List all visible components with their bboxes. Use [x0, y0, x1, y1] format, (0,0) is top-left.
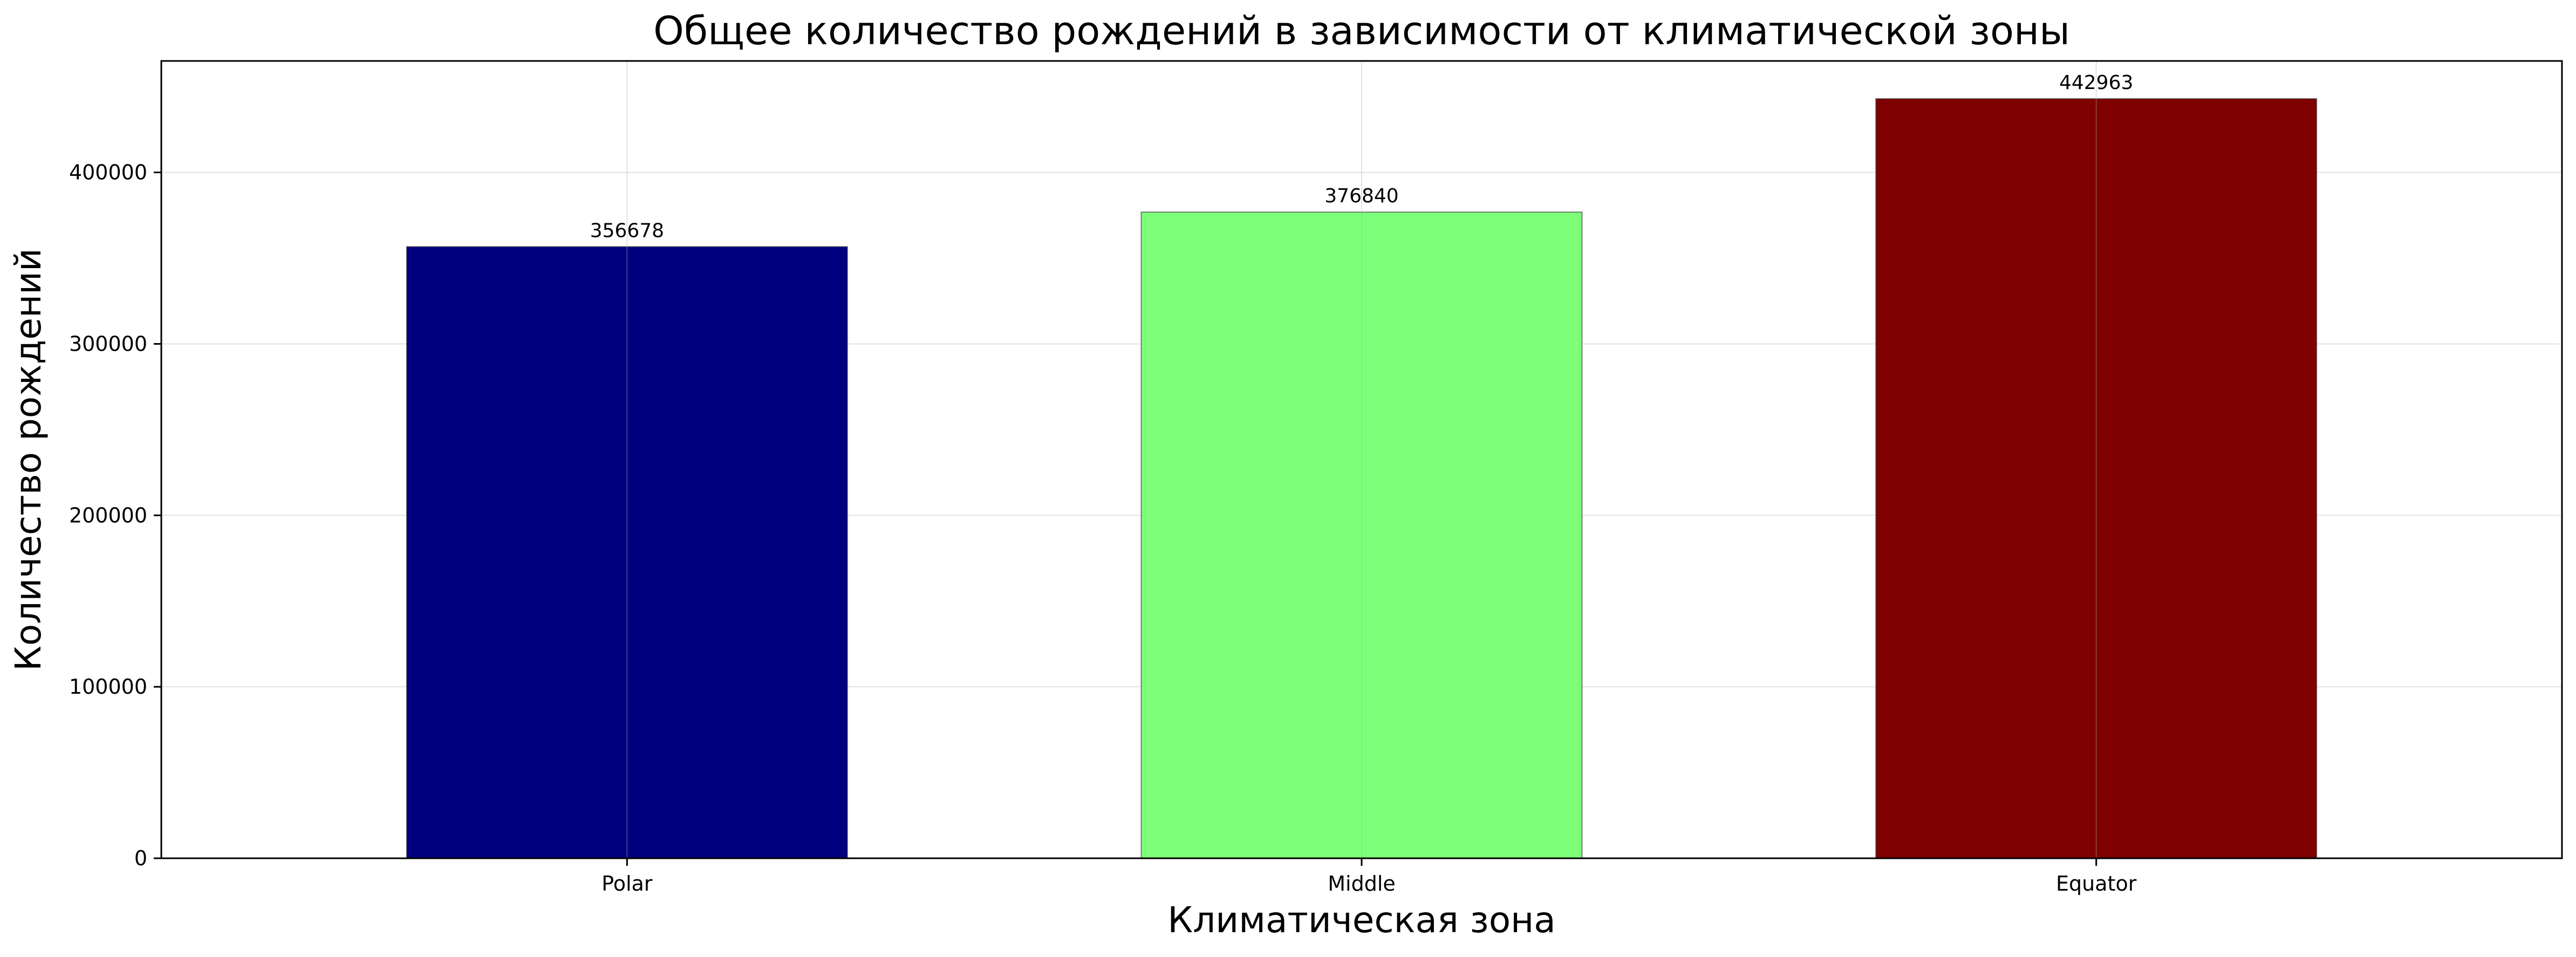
vertical-grid-lines — [626, 61, 2097, 858]
y-tick-label: 300000 — [69, 332, 147, 356]
x-tick-label-polar: Polar — [602, 872, 653, 896]
data-label-middle: 376840 — [1324, 185, 1398, 207]
bars — [406, 98, 2318, 859]
bar-equator — [1875, 98, 2318, 859]
y-tick-label: 400000 — [69, 161, 147, 184]
chart-title: Общее количество рождений в зависимости … — [653, 8, 2070, 53]
x-tick-label-middle: Middle — [1328, 872, 1396, 896]
x-axis-label: Климатическая зона — [1167, 899, 1555, 941]
bar-middle — [1140, 211, 1583, 859]
y-tick-label: 0 — [134, 846, 147, 870]
data-label-equator: 442963 — [2059, 72, 2133, 94]
data-label-polar: 356678 — [590, 220, 664, 242]
x-tick-label-equator: Equator — [2056, 872, 2137, 896]
data-labels: 356678 376840 442963 — [590, 72, 2134, 242]
y-axis-ticks: 0 100000 200000 300000 400000 — [69, 161, 161, 870]
y-tick-label: 200000 — [69, 503, 147, 527]
x-axis-ticks: Polar Middle Equator — [602, 858, 2137, 896]
y-axis-label: Количество рождений — [8, 248, 49, 671]
y-tick-label: 100000 — [69, 675, 147, 699]
bar-polar — [406, 246, 848, 859]
